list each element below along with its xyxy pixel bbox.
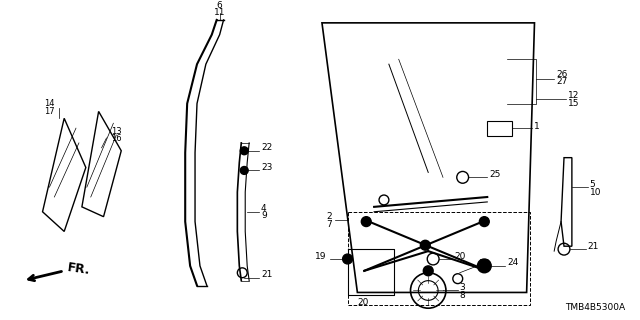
Circle shape	[362, 217, 371, 227]
Text: 16: 16	[111, 134, 122, 143]
Text: 27: 27	[556, 77, 568, 86]
Circle shape	[420, 240, 430, 250]
Text: 5: 5	[589, 180, 595, 189]
Text: 18: 18	[479, 260, 491, 268]
Text: 19: 19	[316, 252, 327, 260]
Circle shape	[342, 254, 353, 264]
Text: 25: 25	[489, 170, 500, 179]
Bar	[348, 212, 529, 305]
Text: 7: 7	[326, 220, 332, 229]
Text: 10: 10	[589, 188, 601, 196]
Text: 21: 21	[261, 270, 273, 279]
Text: 2: 2	[326, 212, 332, 221]
Text: 9: 9	[261, 211, 267, 220]
Text: 11: 11	[214, 8, 225, 17]
Text: 17: 17	[44, 107, 55, 116]
Text: 23: 23	[261, 163, 273, 172]
Circle shape	[240, 147, 248, 155]
Text: 13: 13	[111, 127, 122, 136]
Text: 1: 1	[534, 122, 540, 131]
Circle shape	[423, 266, 433, 276]
Text: 15: 15	[568, 99, 579, 108]
Text: 21: 21	[588, 242, 599, 251]
Bar	[487, 121, 512, 136]
Text: 22: 22	[261, 143, 272, 152]
Text: 26: 26	[556, 69, 568, 78]
Text: 8: 8	[460, 291, 465, 300]
Text: 14: 14	[44, 99, 54, 108]
Text: 20: 20	[357, 298, 369, 307]
Text: 3: 3	[460, 283, 465, 292]
Text: FR.: FR.	[66, 261, 91, 277]
Text: 6: 6	[217, 1, 223, 10]
Text: 20: 20	[455, 252, 466, 260]
Text: 12: 12	[568, 91, 579, 100]
Text: 4: 4	[261, 204, 267, 213]
Circle shape	[477, 259, 491, 273]
Text: 24: 24	[507, 259, 518, 268]
Text: TMB4B5300A: TMB4B5300A	[565, 303, 625, 312]
Circle shape	[479, 217, 489, 227]
Circle shape	[240, 166, 248, 174]
